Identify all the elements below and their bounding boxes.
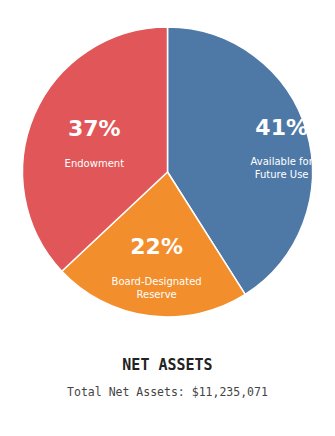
labels: 41% Available for Future Use 22% Board-Desig… [65,115,314,300]
slice-label: Board-Designated Reserve [112,276,202,300]
slice-label-line: Future Use [255,169,309,180]
pie [23,27,313,317]
data-label: 37% [68,116,121,141]
slice-label: Endowment [65,158,125,169]
data-label: 41% [255,115,308,140]
chart: 41% Available for Future Use 22% Board-Desig… [0,0,335,436]
slice-label: Available for Future Use [251,156,314,180]
title: NET ASSETS [122,356,212,374]
data-label: 22% [130,234,183,259]
slice-label-line: Board-Designated [112,276,202,287]
subtitle: Total Net Assets: $11,235,071 [67,385,268,399]
slice-label-line: Available for [251,156,314,167]
slice-label-line: Reserve [136,289,176,300]
slice-label-line: Endowment [65,158,125,169]
